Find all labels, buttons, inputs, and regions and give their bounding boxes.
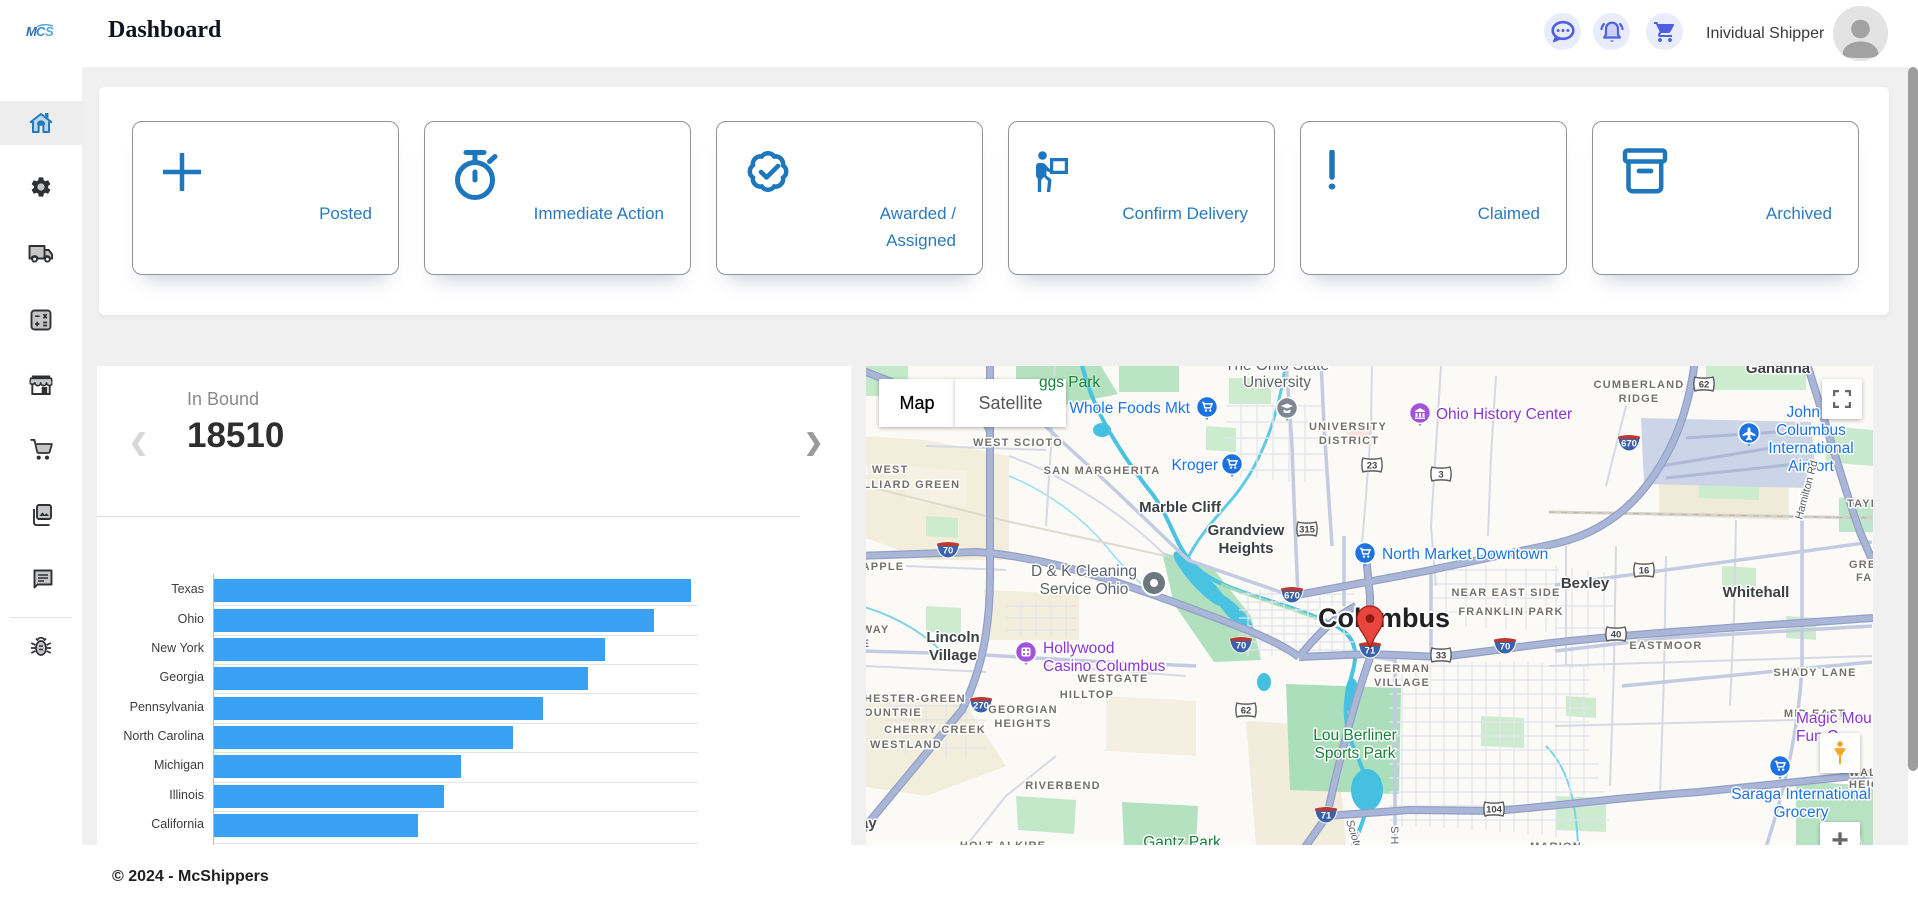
svg-text:Grandview: Grandview (1208, 522, 1285, 539)
svg-text:Heights: Heights (1218, 540, 1273, 557)
svg-text:71: 71 (1321, 811, 1332, 822)
svg-text:33: 33 (1436, 651, 1447, 662)
svg-text:WESTLAND: WESTLAND (870, 739, 942, 751)
svg-text:Saraga International: Saraga International (1731, 786, 1871, 803)
svg-text:16: 16 (1639, 566, 1650, 577)
svg-text:ay: ay (866, 815, 877, 832)
svg-text:NEAR EAST SIDE: NEAR EAST SIDE (1451, 587, 1560, 599)
svg-text:The Ohio State: The Ohio State (1225, 366, 1329, 374)
svg-text:315: 315 (1299, 525, 1316, 536)
svg-text:Kroger: Kroger (1171, 457, 1218, 474)
svg-text:Grocery: Grocery (1773, 804, 1828, 821)
svg-text:Magic Mou: Magic Mou (1796, 710, 1872, 727)
svg-text:71: 71 (1365, 646, 1376, 657)
svg-text:Ohio History Center: Ohio History Center (1436, 406, 1572, 423)
svg-text:Columbus: Columbus (1318, 603, 1450, 633)
svg-text:Hollywood: Hollywood (1043, 640, 1115, 657)
svg-text:GREENB: GREENB (1849, 559, 1873, 571)
svg-text:Marble Cliff: Marble Cliff (1139, 499, 1222, 516)
svg-text:Sports Park: Sports Park (1315, 745, 1396, 762)
svg-text:HEIG: HEIG (1849, 779, 1873, 791)
svg-text:C: C (36, 24, 46, 39)
svg-text:M: M (26, 24, 38, 39)
svg-text:MARION: MARION (1530, 841, 1582, 846)
svg-text:DISTRICT: DISTRICT (1319, 435, 1379, 447)
svg-text:Columbus: Columbus (1776, 422, 1846, 439)
svg-text:104: 104 (1486, 805, 1503, 816)
svg-text:OWAY: OWAY (866, 624, 889, 636)
svg-text:HEIGHTS: HEIGHTS (994, 718, 1051, 730)
svg-text:FARM: FARM (1856, 572, 1873, 584)
svg-text:70: 70 (1236, 641, 1247, 652)
svg-text:D & K Cleaning: D & K Cleaning (1031, 563, 1137, 580)
svg-text:GERMAN: GERMAN (1374, 663, 1430, 675)
svg-text:Lincoln: Lincoln (926, 629, 979, 646)
svg-text:OUNTRIE: OUNTRIE (866, 707, 922, 719)
svg-text:62: 62 (1699, 380, 1710, 391)
svg-text:HILLTOP: HILLTOP (1060, 689, 1114, 701)
svg-text:CUMBERLAND: CUMBERLAND (1594, 379, 1685, 391)
svg-text:Airport: Airport (1788, 458, 1834, 475)
svg-text:270: 270 (973, 701, 989, 712)
svg-text:HOLT-ALKIRE: HOLT-ALKIRE (960, 840, 1046, 846)
svg-text:70: 70 (1500, 642, 1511, 653)
svg-text:S: S (45, 24, 54, 39)
svg-text:MID EAST: MID EAST (1784, 708, 1846, 720)
svg-text:Casino Columbus: Casino Columbus (1043, 658, 1166, 675)
svg-text:RIVERBEND: RIVERBEND (1025, 780, 1101, 792)
svg-text:HILLIARD GREEN: HILLIARD GREEN (866, 479, 960, 491)
svg-text:CHERRY CREEK: CHERRY CREEK (884, 724, 986, 736)
svg-text:SAN MARGHERITA: SAN MARGHERITA (1044, 465, 1161, 477)
svg-text:RIDGE: RIDGE (1619, 393, 1660, 405)
svg-text:Gahanna: Gahanna (1746, 366, 1811, 377)
svg-text:North Market Downtown: North Market Downtown (1382, 546, 1548, 563)
svg-text:Village: Village (929, 647, 977, 664)
svg-text:ER WEST: ER WEST (866, 464, 909, 476)
svg-text:Lou Berliner: Lou Berliner (1313, 727, 1397, 744)
svg-text:University: University (1243, 374, 1311, 391)
svg-text:40: 40 (1611, 630, 1622, 641)
svg-text:23: 23 (1367, 461, 1378, 472)
svg-text:S Hig: S Hig (1388, 826, 1400, 846)
svg-text:3: 3 (1438, 470, 1443, 481)
svg-text:HESTER-GREEN: HESTER-GREEN (866, 693, 966, 705)
svg-text:International: International (1768, 440, 1853, 457)
svg-text:Whole Foods Mkt: Whole Foods Mkt (1069, 400, 1190, 417)
svg-text:WEST SCIOTO: WEST SCIOTO (973, 437, 1063, 449)
svg-text:APPLE: APPLE (866, 561, 904, 573)
svg-text:TAYL: TAYL (1847, 498, 1873, 510)
svg-text:GE: GE (866, 638, 870, 650)
svg-text:FRANKLIN PARK: FRANKLIN PARK (1458, 606, 1563, 618)
svg-text:670: 670 (1284, 591, 1300, 602)
svg-text:62: 62 (1241, 706, 1252, 717)
svg-text:Bexley: Bexley (1561, 575, 1610, 592)
svg-text:70: 70 (943, 546, 954, 557)
svg-text:SHADY LANE: SHADY LANE (1773, 667, 1856, 679)
svg-text:GEORGIAN: GEORGIAN (988, 704, 1058, 716)
svg-text:WESTGATE: WESTGATE (1077, 673, 1148, 685)
svg-text:Service Ohio: Service Ohio (1040, 581, 1129, 598)
svg-text:Whitehall: Whitehall (1723, 584, 1790, 601)
svg-text:Gantz Park: Gantz Park (1143, 834, 1221, 846)
svg-text:670: 670 (1621, 439, 1637, 450)
svg-text:EASTMOOR: EASTMOOR (1629, 640, 1702, 652)
svg-text:VILLAGE: VILLAGE (1374, 677, 1430, 689)
svg-text:UNIVERSITY: UNIVERSITY (1309, 421, 1387, 433)
